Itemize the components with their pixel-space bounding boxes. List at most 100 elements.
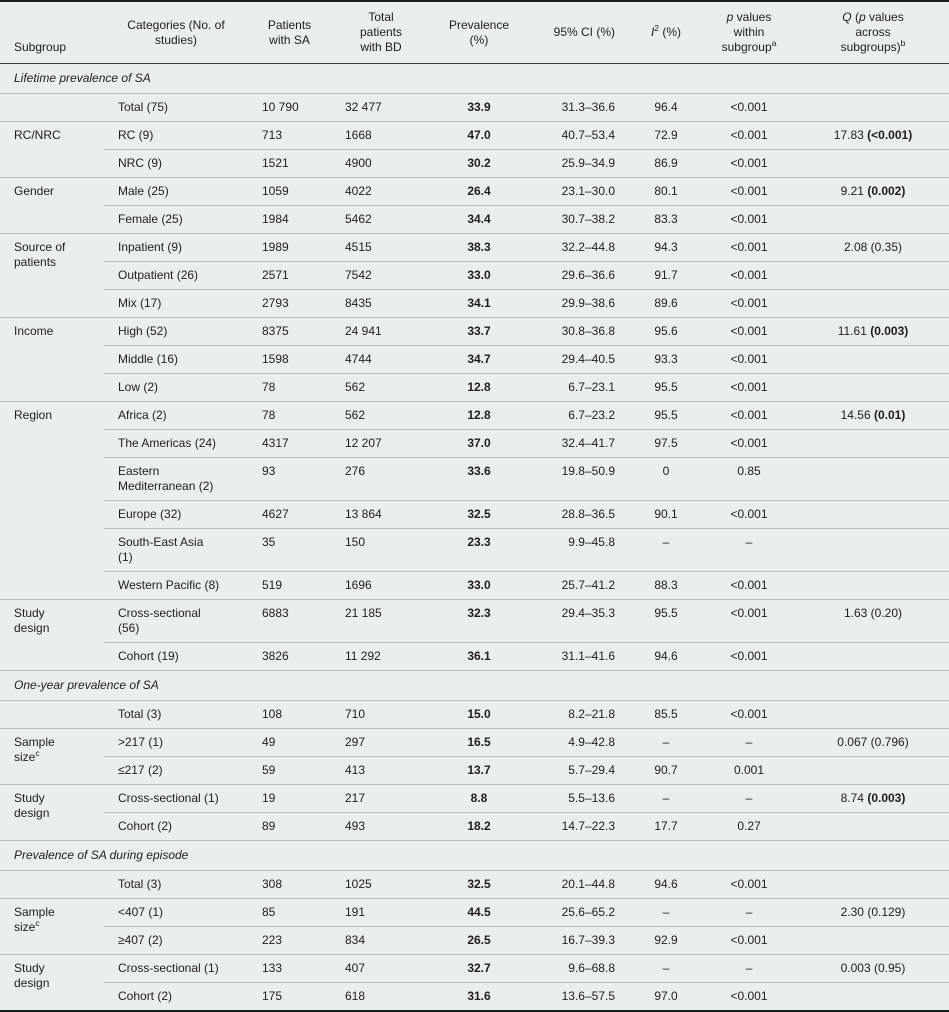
cell-ci: 25.7–41.2 [527,571,631,600]
cell-q: 1.63 (0.20) [797,599,949,643]
cell-ci: 25.6–65.2 [527,898,631,927]
cell-sa: 1598 [248,345,331,374]
cell-ci: 8.2–21.8 [527,700,631,729]
cell-category: Inpatient (9) [104,233,248,262]
cell-p: <0.001 [701,121,797,150]
cell-category: Europe (32) [104,500,248,529]
cell-sa: 713 [248,121,331,150]
cell-q: 0.003 (0.95) [797,954,949,983]
subgroup-label: Study design [14,961,50,990]
subgroup-cell: RC/NRC [0,121,104,178]
cell-bd: 4022 [331,177,431,206]
cell-prev: 31.6 [431,982,527,1011]
cell-ci: 16.7–39.3 [527,926,631,955]
cell-i2: 83.3 [631,205,701,234]
cell-prev: 26.4 [431,177,527,206]
cell-i2: – [631,898,701,927]
cell-p: <0.001 [701,700,797,729]
cell-q: 8.74 (0.003) [797,784,949,813]
cell-sa: 85 [248,898,331,927]
q-p-value: (0.35) [870,240,903,254]
cell-prev: 34.1 [431,289,527,318]
q-statistic: 2.08 [843,240,871,254]
cell-bd: 413 [331,756,431,785]
cell-bd: 1696 [331,571,431,600]
cell-i2: 92.9 [631,926,701,955]
cell-bd: 1668 [331,121,431,150]
cell-prev: 34.4 [431,205,527,234]
column-header-category: Categories (No. of studies) [104,1,248,64]
cell-p: <0.001 [701,317,797,346]
cell-q [797,289,949,318]
cell-category: RC (9) [104,121,248,150]
cell-sa: 93 [248,457,331,501]
cell-q [797,373,949,402]
cell-prev: 34.7 [431,345,527,374]
cell-prev: 18.2 [431,812,527,841]
column-header-i2: I2 (%) [631,1,701,64]
cell-q [797,982,949,1011]
cell-category: NRC (9) [104,149,248,178]
cell-ci: 6.7–23.2 [527,401,631,430]
table-row: Total (3) 108 710 15.0 8.2–21.8 85.5 <0.001 [0,700,949,729]
cell-i2: 86.9 [631,149,701,178]
cell-category: Eastern Mediterranean (2) [104,457,248,501]
cell-i2: – [631,528,701,572]
cell-prev: 12.8 [431,373,527,402]
cell-sa: 4317 [248,429,331,458]
cell-q [797,571,949,600]
cell-q [797,93,949,122]
cell-prev: 15.0 [431,700,527,729]
cell-bd: 191 [331,898,431,927]
column-header-prev: Prevalence (%) [431,1,527,64]
cell-sa: 78 [248,373,331,402]
table-row: Source of patients Inpatient (9) 1989 4515 3… [0,233,949,318]
cell-p: – [701,728,797,757]
cell-prev: 36.1 [431,642,527,671]
table-row: Income High (52) 8375 24 941 33.7 30.8–36.8 95… [0,317,949,402]
cell-p: – [701,898,797,927]
section-title: One-year prevalence of SA [0,670,949,701]
q-p-value: (0.129) [867,905,906,919]
cell-bd: 7542 [331,261,431,290]
cell-bd: 21 185 [331,599,431,643]
cell-i2: 95.5 [631,401,701,430]
cell-sa: 1989 [248,233,331,262]
q-p-value: (0.20) [870,606,903,620]
q-statistic: 9.21 [840,184,868,198]
cell-ci: 30.7–38.2 [527,205,631,234]
cell-ci: 23.1–30.0 [527,177,631,206]
cell-ci: 13.6–57.5 [527,982,631,1011]
cell-q: 0.067 (0.796) [797,728,949,757]
table-row: Western Pacific (8) 519 1696 33.0 25.7–41.2 8… [0,571,949,600]
cell-ci: 32.2–44.8 [527,233,631,262]
cell-category: Cohort (2) [104,812,248,841]
cell-i2: – [631,954,701,983]
header-row: Subgroup Categories (No. of studies) Patie… [0,1,949,64]
section-header-row: Lifetime prevalence of SA [0,63,949,94]
cell-sa: 308 [248,870,331,899]
cell-i2: 89.6 [631,289,701,318]
cell-p: – [701,954,797,983]
cell-category: Total (3) [104,700,248,729]
subgroup-label: Region [14,408,53,422]
cell-prev: 33.9 [431,93,527,122]
table-row: Middle (16) 1598 4744 34.7 29.4–40.5 93.3 <0.0… [0,345,949,374]
subgroup-cell: Sample sizec [0,898,104,955]
cell-i2: 95.5 [631,599,701,643]
subgroup-cell: Source of patients [0,233,104,318]
q-p-value: (<0.001) [867,128,913,142]
cell-prev: 30.2 [431,149,527,178]
cell-category: ≥407 (2) [104,926,248,955]
cell-q: 2.08 (0.35) [797,233,949,262]
cell-sa: 49 [248,728,331,757]
cell-category: The Americas (24) [104,429,248,458]
table-row: RC/NRC RC (9) 713 1668 47.0 40.7–53.4 72.9 <0.0… [0,121,949,178]
cell-prev: 44.5 [431,898,527,927]
cell-p: <0.001 [701,982,797,1011]
column-header-subgroup: Subgroup [0,1,104,64]
table-row: Mix (17) 2793 8435 34.1 29.9–38.6 89.6 <0.001 [0,289,949,318]
cell-i2: 80.1 [631,177,701,206]
cell-sa: 108 [248,700,331,729]
